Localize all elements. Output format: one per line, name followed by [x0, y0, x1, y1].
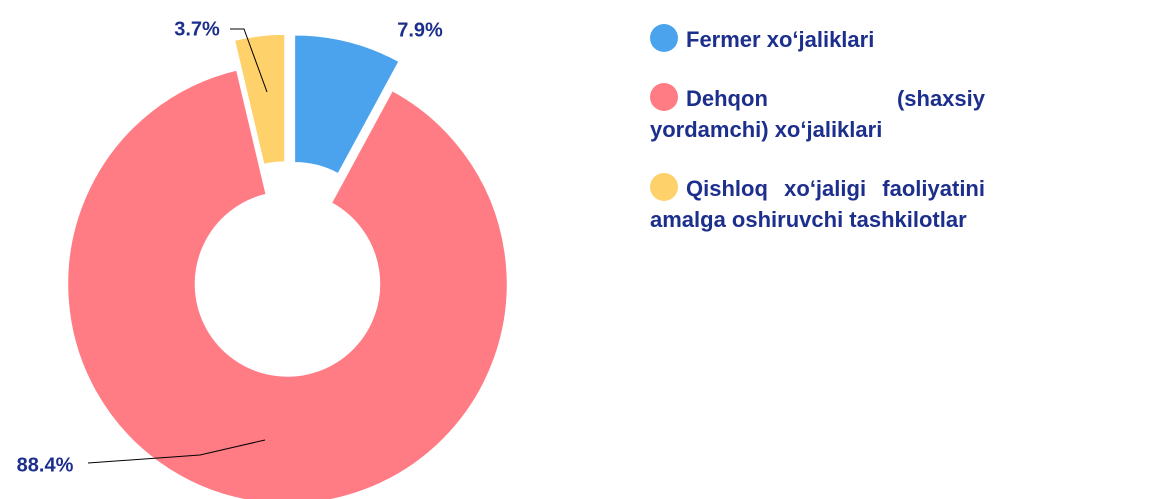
chart: 7.9% 88.4% 3.7% — [17, 18, 509, 499]
data-label: 88.4% — [17, 454, 74, 476]
legend-label: Qishloq xo‘jaligi faoliyatini amalga osh… — [650, 176, 985, 232]
donut-slice — [233, 33, 286, 166]
data-label: 7.9% — [397, 19, 443, 41]
legend-marker — [650, 24, 678, 52]
legend-label: Dehqon (shaxsiy yordamchi) xo‘jaliklari — [650, 86, 985, 142]
donut-slice — [66, 68, 509, 499]
leader-line — [230, 28, 268, 93]
donut-slice — [293, 34, 401, 175]
legend-entry: Dehqon (shaxsiy yordamchi) xo‘jaliklari — [650, 83, 985, 145]
legend-entry: Fermer xo‘jaliklari — [650, 24, 985, 55]
legend-marker — [650, 173, 678, 201]
legend: Fermer xo‘jaliklari Dehqon (shaxsiy yorda… — [650, 24, 985, 263]
data-label: 3.7% — [174, 18, 220, 40]
legend-entry: Qishloq xo‘jaligi faoliyatini amalga osh… — [650, 173, 985, 235]
leader-line — [87, 439, 266, 464]
legend-label: Fermer xo‘jaliklari — [686, 27, 875, 52]
legend-marker — [650, 83, 678, 111]
